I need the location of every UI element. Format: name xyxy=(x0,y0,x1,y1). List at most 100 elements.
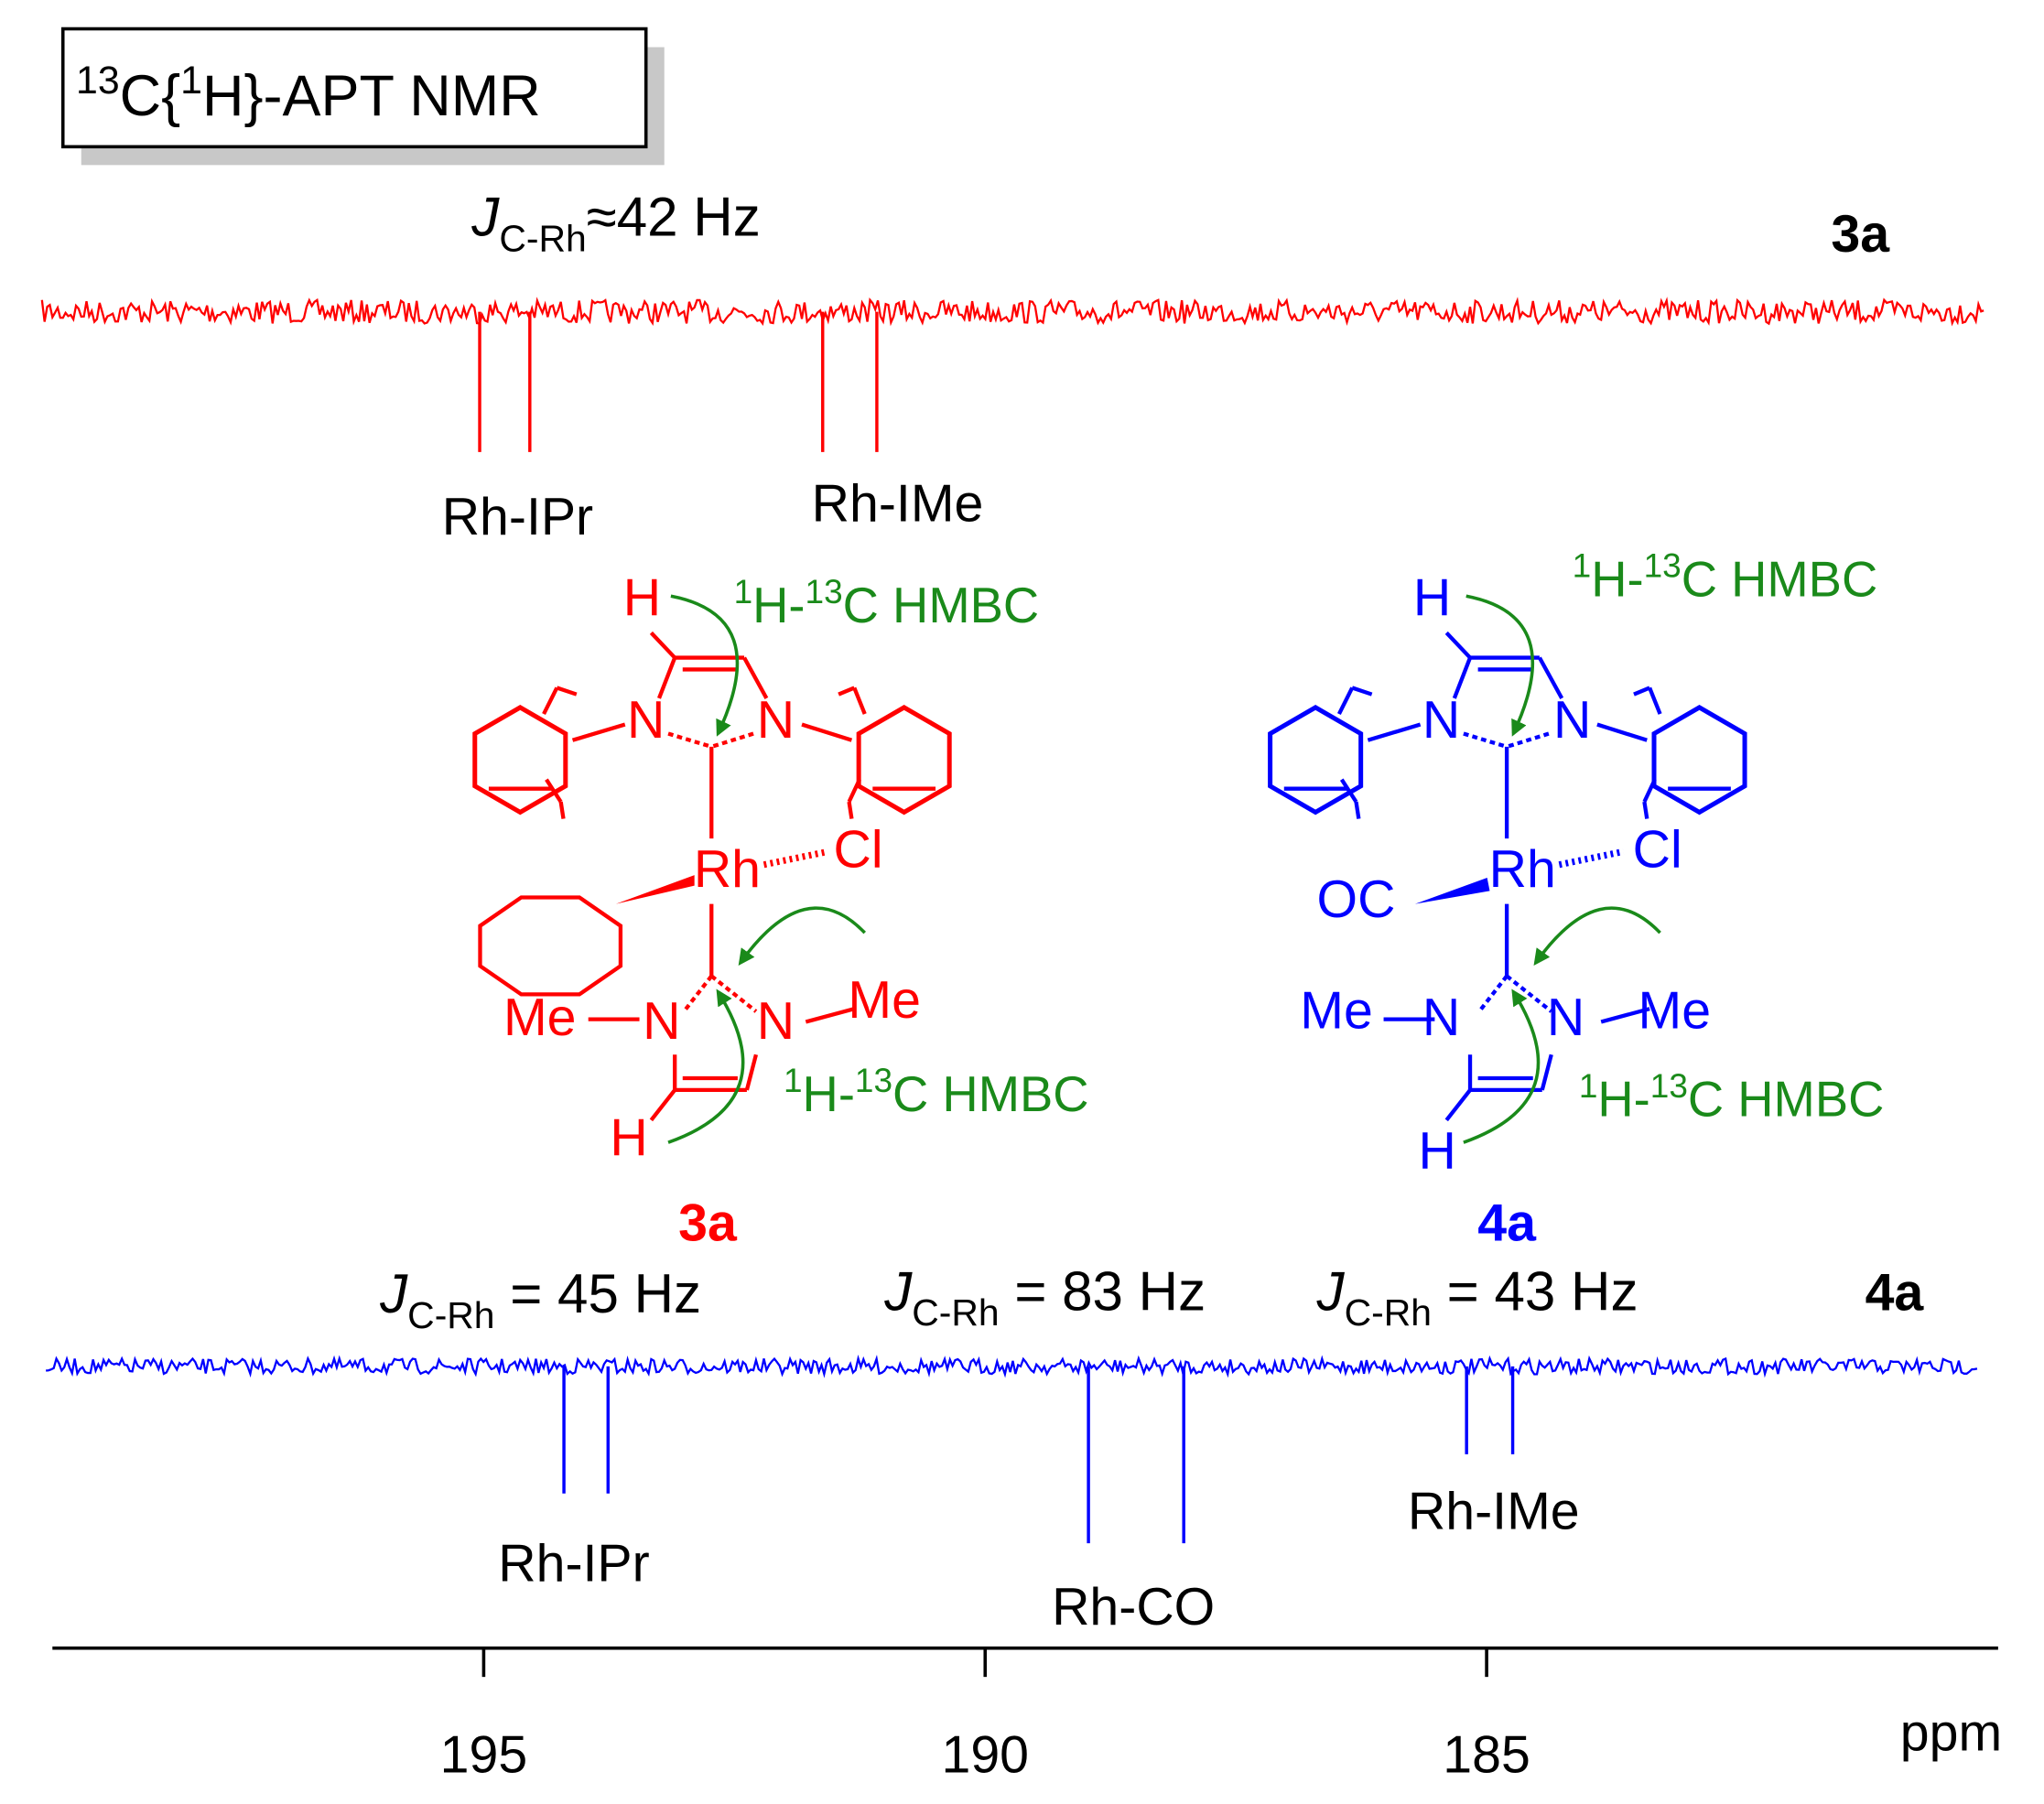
bond xyxy=(1596,722,1648,742)
hmbc-arrow xyxy=(738,906,867,966)
bond xyxy=(838,686,856,697)
hmbc-label-part: H- xyxy=(1597,1072,1649,1128)
compound-label: 4a xyxy=(1477,1194,1537,1253)
peak-label: Rh-IPr xyxy=(498,1535,649,1593)
bond xyxy=(762,848,829,869)
coupling-label-part: J xyxy=(379,1263,408,1324)
aryl-ring xyxy=(1651,705,1747,816)
atom-label: Cl xyxy=(1633,821,1682,880)
baseline-noise xyxy=(40,297,1985,327)
coupling-label-part: C-Rh xyxy=(912,1291,999,1334)
hmbc-label: 1H-13C HMBC xyxy=(1579,1067,1885,1128)
coupling-label-part: C-Rh xyxy=(499,217,586,259)
coupling-label-part: C-Rh xyxy=(407,1294,494,1336)
title-box xyxy=(60,27,648,149)
spectrum-name: 3a xyxy=(1831,205,1890,264)
x-axis-label: ppm xyxy=(1900,1703,2002,1762)
aryl-ring xyxy=(856,705,952,816)
bond xyxy=(1444,1088,1472,1122)
bond xyxy=(1648,686,1662,715)
bond xyxy=(1351,686,1373,697)
hmbc-label-part: 13 xyxy=(806,573,843,610)
atom-label: Rh xyxy=(1489,840,1556,899)
hmbc-label-part: 13 xyxy=(855,1062,892,1099)
peak-label: Rh-IPr xyxy=(442,488,593,546)
bond xyxy=(542,686,559,716)
coupling-label-part: J xyxy=(883,1260,913,1322)
bond xyxy=(742,656,769,699)
atom-label: OC xyxy=(1317,870,1396,929)
atom-label: Me xyxy=(848,971,921,1030)
wedge-bond xyxy=(1414,878,1490,904)
aryl-ring xyxy=(472,705,568,816)
atom-label: N xyxy=(643,992,680,1051)
x-tick-label: 195 xyxy=(440,1726,528,1785)
atom-label: N xyxy=(757,992,795,1051)
atom-label: Rh xyxy=(694,840,761,899)
peak-label: Rh-CO xyxy=(1052,1578,1215,1637)
hmbc-arrow xyxy=(667,988,745,1144)
bond xyxy=(1354,801,1361,819)
title-part: 1 xyxy=(180,59,202,103)
hmbc-arrow xyxy=(1465,594,1535,737)
title-part: H}-APT NMR xyxy=(202,64,541,128)
title: 13C{1H}-APT NMR xyxy=(76,59,541,128)
hmbc-label: 1H-13C HMBC xyxy=(784,1062,1089,1122)
atom-label: H xyxy=(1413,569,1451,628)
bond xyxy=(852,686,867,715)
bond xyxy=(710,731,754,749)
hmbc-label: 1H-13C HMBC xyxy=(734,573,1040,633)
coupling-label-part: J xyxy=(1316,1260,1346,1322)
bond xyxy=(1336,686,1355,716)
bond xyxy=(649,631,676,660)
bond xyxy=(1477,975,1509,1013)
coupling-label-part: ≈42 Hz xyxy=(587,187,761,248)
cyclooctene xyxy=(478,895,623,997)
atom-label: N xyxy=(1422,988,1460,1047)
bond xyxy=(1506,731,1550,749)
bond xyxy=(556,686,578,697)
baseline-noise xyxy=(46,1354,1978,1378)
coupling-label-part: = 83 Hz xyxy=(1000,1260,1206,1322)
atom-label: H xyxy=(610,1108,647,1167)
x-tick-label: 190 xyxy=(941,1726,1029,1785)
hmbc-label-part: 13 xyxy=(1644,547,1682,585)
bond xyxy=(805,1007,855,1024)
coupling-label: JC-Rh = 43 Hz xyxy=(1316,1260,1638,1334)
coupling-label-part: = 45 Hz xyxy=(495,1263,702,1324)
atom-label: N xyxy=(757,691,795,750)
hmbc-arrow xyxy=(1463,988,1541,1144)
bond xyxy=(1540,1053,1553,1091)
hmbc-label: 1H-13C HMBC xyxy=(1573,547,1878,608)
wedge-bond xyxy=(615,875,695,904)
coupling-label-part: J xyxy=(470,187,500,248)
hmbc-label-part: 1 xyxy=(1579,1067,1598,1105)
atom-label: N xyxy=(1547,988,1584,1047)
bond xyxy=(801,722,853,742)
aryl-ring xyxy=(1268,705,1364,816)
bond xyxy=(1558,848,1625,869)
hmbc-label-part: H- xyxy=(803,1066,855,1122)
coupling-label: JC-Rh = 45 Hz xyxy=(379,1263,701,1336)
coupling-label-part: C-Rh xyxy=(1345,1291,1432,1334)
atom-label: N xyxy=(1553,691,1591,750)
hmbc-label-part: H- xyxy=(1591,551,1643,607)
bond xyxy=(1367,722,1422,742)
coupling-label-part: = 43 Hz xyxy=(1432,1260,1638,1322)
title-part: 13 xyxy=(76,59,120,103)
compound-label: 3a xyxy=(678,1194,738,1253)
peak-label: Rh-IMe xyxy=(812,475,984,534)
bond xyxy=(1538,656,1564,699)
bond xyxy=(682,975,713,1013)
spectrum-name: 4a xyxy=(1866,1263,1925,1322)
bond xyxy=(571,722,626,742)
peak-label: Rh-IMe xyxy=(1408,1482,1580,1540)
x-tick-label: 185 xyxy=(1443,1726,1530,1785)
coupling-label: JC-Rh≈42 Hz xyxy=(470,187,760,260)
hmbc-label-part: 13 xyxy=(1650,1067,1688,1105)
hmbc-label-part: C HMBC xyxy=(843,578,1039,633)
hmbc-arrow xyxy=(670,594,740,737)
bond xyxy=(1452,656,1473,699)
bond xyxy=(1505,974,1553,1013)
